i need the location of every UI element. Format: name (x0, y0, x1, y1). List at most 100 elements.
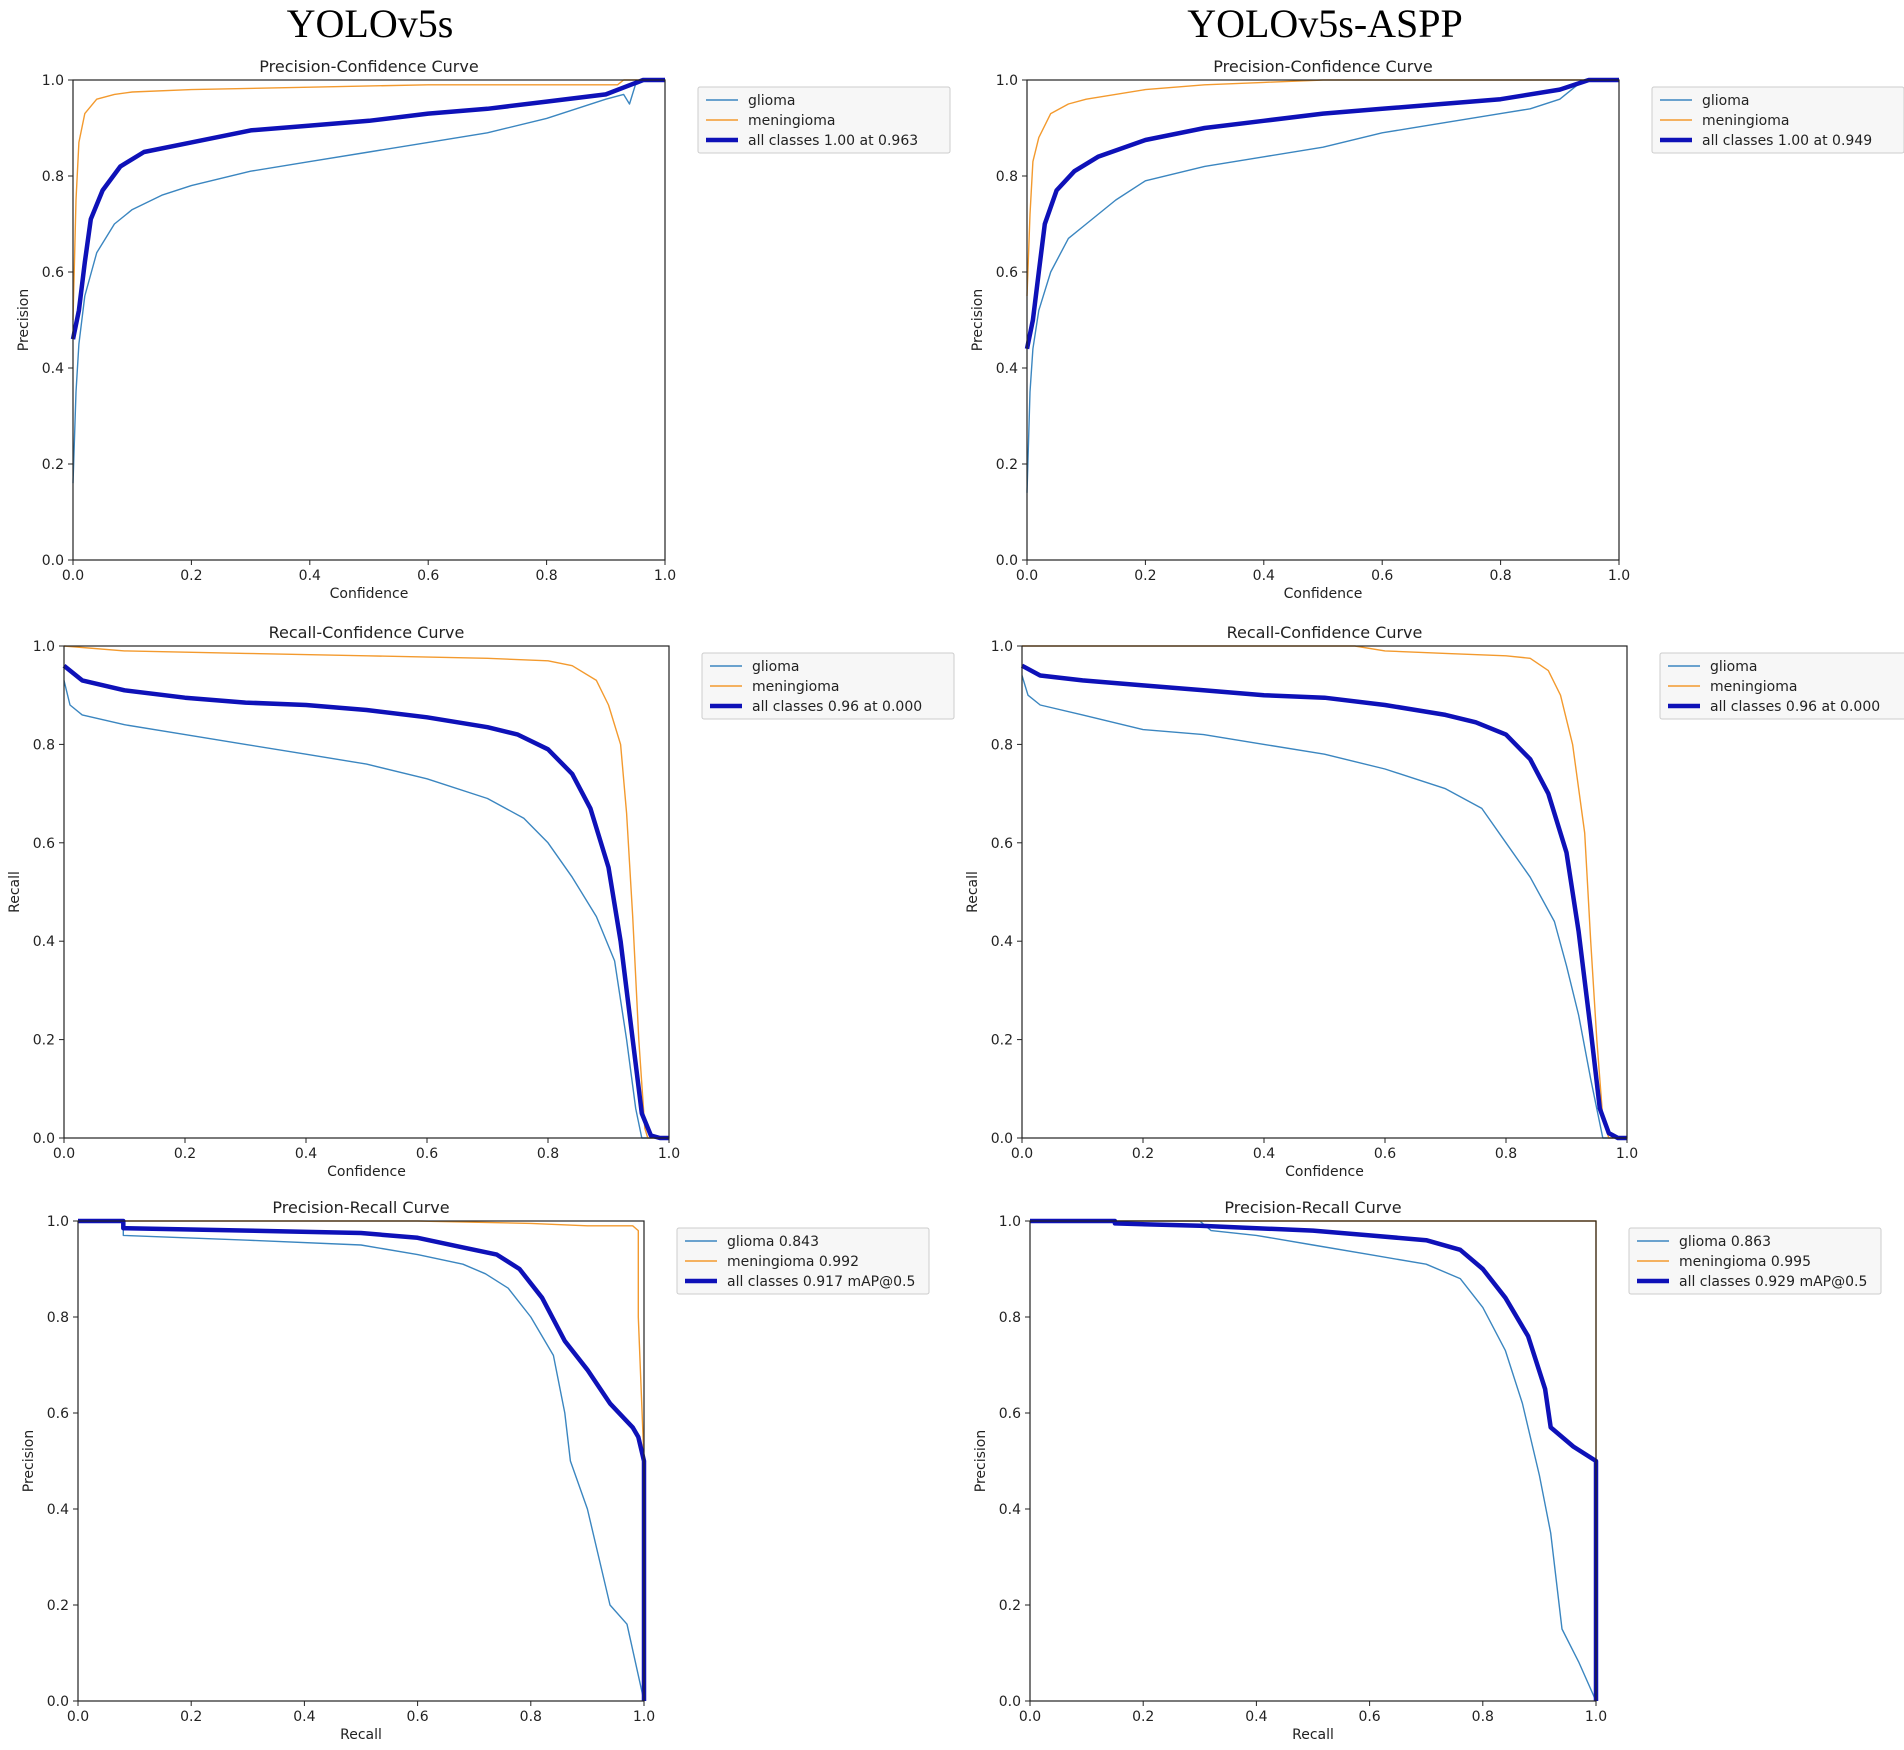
x-tick-label: 0.6 (416, 1146, 438, 1162)
y-axis-label: Recall (7, 871, 23, 913)
series-line-all (1030, 1218, 1599, 1701)
legend-label-all: all classes 0.96 at 0.000 (752, 699, 922, 715)
chart-title: Recall-Confidence Curve (1227, 623, 1423, 642)
y-tick-label: 0.4 (991, 934, 1013, 950)
legend-label-all: all classes 1.00 at 0.963 (748, 133, 918, 149)
plot-frame (1029, 1220, 1597, 1702)
x-tick-label: 0.8 (1495, 1146, 1517, 1162)
legend-label-all: all classes 0.96 at 0.000 (1710, 699, 1880, 715)
x-tick-label: 0.0 (1011, 1146, 1033, 1162)
y-tick-label: 0.6 (47, 1406, 69, 1422)
y-axis-label: Precision (16, 289, 32, 351)
x-tick-label: 0.0 (1016, 568, 1038, 584)
y-tick-label: 0.4 (999, 1502, 1021, 1518)
legend-label-glioma: glioma (1702, 93, 1749, 109)
chart-6: Precision-Recall Curve 0.0 0.2 0.4 0.6 0.8 1.0… (973, 1198, 1882, 1743)
legend-box (676, 1227, 930, 1295)
x-tick-label: 0.6 (406, 1709, 428, 1725)
chart-title: Precision-Recall Curve (1224, 1198, 1401, 1217)
chart-title: Precision-Confidence Curve (1213, 57, 1432, 76)
x-tick-label: 1.0 (633, 1709, 655, 1725)
x-tick-label: 1.0 (1608, 568, 1630, 584)
y-tick-label: 0.6 (999, 1406, 1021, 1422)
series-line-meningioma (1030, 1220, 1597, 1701)
series-line-glioma (1026, 79, 1619, 493)
legend-label-meningioma: meningioma (1710, 679, 1797, 695)
y-tick-label: 1.0 (42, 73, 64, 89)
plot-frame (77, 1220, 645, 1702)
y-tick-label: 0.0 (42, 553, 64, 569)
x-tick-label: 0.6 (417, 568, 439, 584)
y-tick-label: 0.6 (996, 265, 1018, 281)
y-tick-label: 1.0 (47, 1214, 69, 1230)
y-tick-label: 0.2 (47, 1598, 69, 1614)
x-tick-label: 0.0 (53, 1146, 75, 1162)
series-line-glioma (78, 1220, 645, 1702)
y-tick-label: 0.8 (999, 1310, 1021, 1326)
x-tick-label: 0.4 (1253, 1146, 1275, 1162)
column-title-yolov5s: YOLOv5s (286, 1, 454, 46)
series-line-meningioma (78, 1220, 645, 1701)
y-tick-label: 0.0 (996, 553, 1018, 569)
x-tick-label: 1.0 (658, 1146, 680, 1162)
x-tick-label: 0.8 (535, 568, 557, 584)
chart-1: Precision-Confidence Curve 0.0 0.2 0.4 0.6 0.… (16, 57, 951, 602)
legend-box (1628, 1227, 1882, 1295)
x-tick-label: 0.8 (537, 1146, 559, 1162)
y-tick-label: 0.2 (999, 1598, 1021, 1614)
y-axis-label: Precision (973, 1430, 989, 1492)
x-tick-label: 0.2 (1134, 568, 1156, 584)
x-tick-label: 0.6 (1371, 568, 1393, 584)
series-line-all (70, 77, 665, 340)
series-line-glioma (72, 79, 665, 484)
series-line-meningioma (1022, 645, 1627, 1139)
y-tick-label: 0.8 (47, 1310, 69, 1326)
y-tick-label: 1.0 (33, 639, 55, 655)
y-tick-label: 0.6 (991, 836, 1013, 852)
series-line-all (1020, 663, 1627, 1141)
y-tick-label: 0.2 (991, 1033, 1013, 1049)
x-axis-label: Confidence (1285, 1164, 1364, 1180)
x-axis-label: Confidence (1284, 586, 1363, 602)
series-line-meningioma (72, 79, 665, 321)
x-tick-label: 0.4 (293, 1709, 315, 1725)
series-line-all (62, 663, 669, 1141)
legend-label-glioma: glioma (748, 93, 795, 109)
x-tick-label: 0.2 (174, 1146, 196, 1162)
x-axis-label: Recall (1292, 1727, 1334, 1743)
plot-frame (72, 79, 666, 561)
y-tick-label: 0.4 (47, 1502, 69, 1518)
chart-2: Precision-Confidence Curve 0.0 0.2 0.4 0.6 0.… (970, 57, 1904, 602)
legend-label-meningioma: meningioma (1702, 113, 1789, 129)
x-tick-label: 0.6 (1358, 1709, 1380, 1725)
y-axis-label: Precision (970, 289, 986, 351)
x-tick-label: 0.8 (1472, 1709, 1494, 1725)
y-tick-label: 1.0 (991, 639, 1013, 655)
x-tick-label: 1.0 (654, 568, 676, 584)
x-tick-label: 0.6 (1374, 1146, 1396, 1162)
legend-label-glioma: glioma (752, 659, 799, 675)
legend-box (1651, 86, 1904, 154)
legend-box (701, 652, 955, 720)
series-line-glioma (1021, 675, 1627, 1139)
legend-box (1659, 652, 1904, 720)
y-tick-label: 0.2 (33, 1033, 55, 1049)
legend-label-all: all classes 1.00 at 0.949 (1702, 133, 1872, 149)
x-tick-label: 1.0 (1585, 1709, 1607, 1725)
y-tick-label: 1.0 (999, 1214, 1021, 1230)
x-tick-label: 0.8 (520, 1709, 542, 1725)
x-tick-label: 0.4 (1253, 568, 1275, 584)
y-tick-label: 0.4 (996, 361, 1018, 377)
series-line-glioma (63, 680, 669, 1139)
legend-label-glioma: glioma 0.863 (1679, 1234, 1771, 1250)
legend-label-glioma: glioma (1710, 659, 1757, 675)
legend-box (697, 86, 951, 154)
x-tick-label: 0.0 (67, 1709, 89, 1725)
plot-frame (1021, 645, 1628, 1139)
x-axis-label: Confidence (330, 586, 409, 602)
y-tick-label: 1.0 (996, 73, 1018, 89)
y-tick-label: 0.8 (33, 737, 55, 753)
plot-frame (63, 645, 670, 1139)
series-line-meningioma (63, 645, 669, 1139)
x-axis-label: Confidence (327, 1164, 406, 1180)
